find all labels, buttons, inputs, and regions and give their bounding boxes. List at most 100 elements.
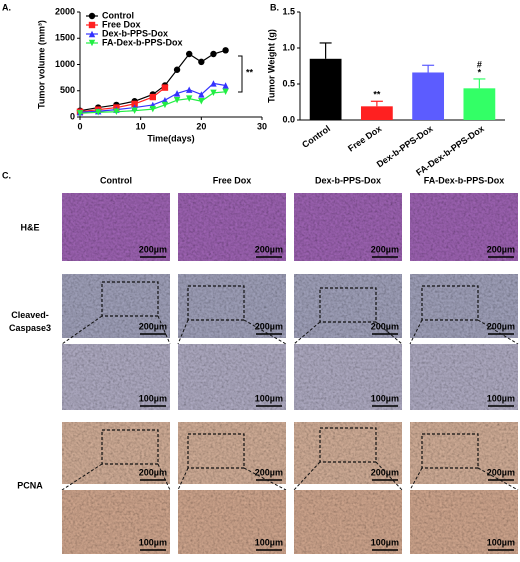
scale-label: 100µm: [487, 393, 515, 403]
marker: [186, 50, 193, 58]
micrograph: [410, 490, 518, 554]
row-label: Cleaved-: [11, 310, 49, 320]
y-tick-label: 1.0: [282, 42, 295, 52]
legend-marker: [88, 12, 96, 20]
y-tick-label: 0.0: [282, 114, 295, 124]
marker: [198, 98, 205, 105]
marker: [173, 97, 181, 104]
zoom-connector: [409, 467, 423, 491]
scale-label: 100µm: [255, 393, 283, 403]
zoom-connector: [293, 321, 321, 345]
zoom-connector: [375, 321, 403, 345]
row-label: Caspase3: [9, 323, 51, 333]
series-line: [79, 49, 226, 112]
x-tick-label: 20: [196, 121, 206, 131]
marker: [161, 101, 169, 109]
x-tick-label: 0: [77, 121, 82, 131]
marker: [173, 90, 181, 97]
annotation: *: [478, 67, 482, 77]
zoom-connector: [243, 467, 287, 491]
scale-label: 100µm: [139, 393, 167, 403]
marker: [210, 89, 217, 97]
y-tick-label: 2000: [55, 6, 75, 16]
micrograph: [62, 274, 170, 338]
scale-label: 200µm: [487, 467, 515, 477]
marker: [222, 47, 229, 54]
column-header: FA-Dex-b-PPS-Dox: [424, 175, 505, 185]
marker: [95, 109, 102, 116]
scale-label: 200µm: [255, 321, 283, 331]
marker: [222, 82, 229, 89]
zoom-connector: [177, 467, 189, 491]
bar: [309, 58, 342, 120]
column-header: Dex-b-PPS-Dox: [315, 175, 381, 185]
micrograph: [62, 490, 170, 554]
bar: [463, 88, 496, 120]
y-tick-label: 0.5: [282, 78, 295, 88]
zoom-box: [101, 429, 159, 465]
scale-label: 200µm: [255, 244, 283, 254]
micrograph: [294, 422, 402, 484]
micrograph: [294, 490, 402, 554]
scale-label: 200µm: [255, 467, 283, 477]
zoom-box: [187, 433, 245, 469]
marker: [173, 66, 181, 73]
micrograph: [294, 193, 402, 261]
scale-label: 200µm: [139, 244, 167, 254]
micrograph: [410, 422, 518, 484]
marker: [210, 50, 217, 58]
micrograph: [410, 193, 518, 261]
zoom-box: [101, 281, 159, 317]
micrograph: [178, 344, 286, 410]
scale-label: 200µm: [139, 321, 167, 331]
micrograph: [62, 193, 170, 261]
marker: [198, 58, 205, 66]
y-tick-label: 1.5: [282, 6, 295, 16]
panel-label: B.: [270, 2, 279, 12]
zoom-box: [187, 285, 245, 321]
micrograph: [62, 422, 170, 484]
marker: [131, 107, 138, 114]
scale-label: 100µm: [371, 393, 399, 403]
marker: [198, 91, 205, 98]
bar: [412, 72, 445, 120]
x-tick-label: Control: [300, 123, 332, 150]
legend-marker: [88, 39, 96, 47]
y-tick-label: 1000: [55, 59, 75, 69]
zoom-connector: [477, 467, 519, 491]
zoom-connector: [243, 319, 287, 345]
zoom-connector: [61, 315, 103, 345]
zoom-box: [319, 287, 377, 323]
marker: [149, 93, 156, 101]
micrograph: [62, 344, 170, 410]
marker: [76, 110, 84, 117]
bar: [360, 106, 393, 120]
scale-label: 100µm: [487, 537, 515, 547]
zoom-connector: [477, 319, 519, 345]
scale-label: 200µm: [487, 244, 515, 254]
marker: [113, 108, 120, 115]
micrograph: [178, 193, 286, 261]
x-axis-label: Time(days): [147, 133, 194, 143]
panel-label: C.: [2, 170, 11, 180]
micrograph: [294, 274, 402, 338]
zoom-connector: [375, 461, 403, 491]
annotation: **: [373, 90, 381, 100]
zoom-connector: [61, 463, 103, 491]
y-tick-label: 500: [60, 85, 75, 95]
scale-label: 100µm: [139, 537, 167, 547]
row-label: H&E: [20, 222, 39, 232]
legend-label: Dex-b-PPS-Dox: [102, 28, 168, 38]
y-tick-label: 1500: [55, 33, 75, 43]
marker: [131, 100, 138, 108]
scale-label: 100µm: [255, 537, 283, 547]
scale-label: 200µm: [371, 321, 399, 331]
scale-label: 100µm: [371, 537, 399, 547]
annotation: **: [246, 67, 254, 77]
legend-label: Free Dox: [102, 19, 141, 29]
micrograph: [294, 344, 402, 410]
x-tick-label: 30: [257, 121, 267, 131]
scale-label: 200µm: [371, 244, 399, 254]
y-axis-label: Tumor volume (mm³): [36, 20, 46, 109]
